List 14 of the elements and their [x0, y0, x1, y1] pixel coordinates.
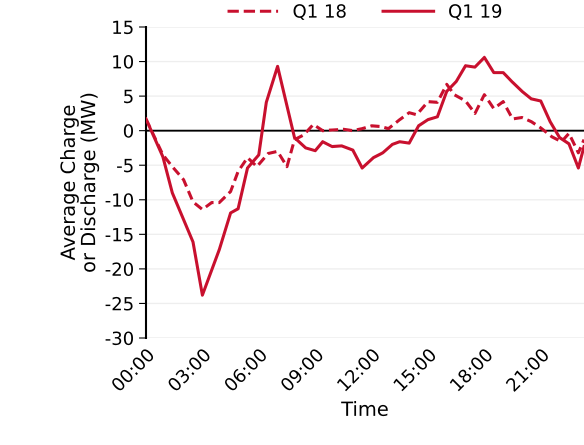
y-tick-label: 5: [124, 90, 133, 104]
y-tick-label: -5: [117, 158, 133, 172]
x-axis-title: Time: [341, 401, 388, 416]
y-axis-title: Average Charge or Discharge (MW): [60, 94, 100, 272]
legend-label: Q1 18: [294, 4, 346, 20]
y-tick-label: -25: [106, 296, 133, 311]
y-tick-label: -15: [106, 228, 133, 242]
y-tick-label: 10: [113, 55, 133, 69]
y-tick-label: -30: [106, 331, 133, 346]
y-tick-label: 0: [124, 124, 133, 138]
y-tick-label: 15: [113, 20, 133, 34]
y-tick-label: -10: [106, 193, 133, 207]
legend-label: Q1 19: [449, 4, 502, 20]
y-tick-label: -20: [106, 262, 133, 276]
